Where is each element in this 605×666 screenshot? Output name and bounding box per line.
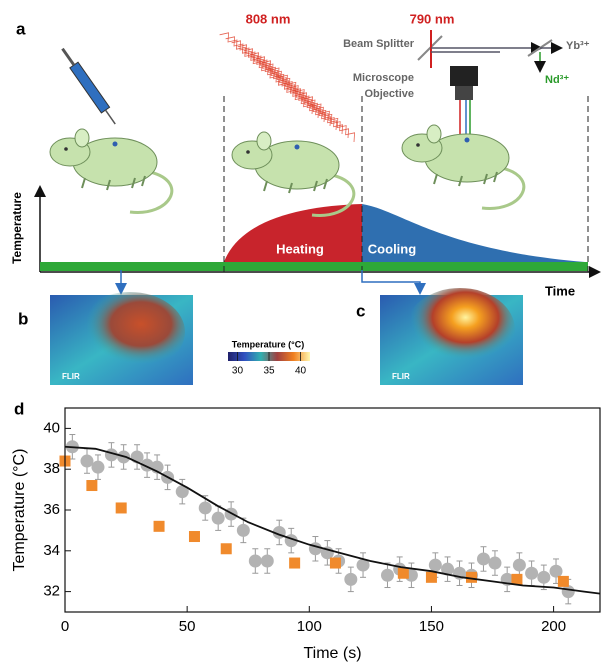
data-point <box>330 558 341 569</box>
data-point <box>550 565 563 578</box>
x-tick-label: 50 <box>179 618 196 635</box>
y-axis-title: Temperature (°C) <box>11 449 28 572</box>
data-point <box>86 480 97 491</box>
data-point <box>199 501 212 514</box>
axis-label: Temperature <box>10 192 24 264</box>
mouse-spot <box>113 142 118 147</box>
logo: FLIR <box>62 372 80 381</box>
data-point <box>511 574 522 585</box>
mouse-eye <box>64 147 68 151</box>
data-point <box>513 559 526 572</box>
data-point <box>237 524 250 537</box>
y-tick-label: 32 <box>43 583 60 600</box>
objective-label: Microscope <box>353 72 414 84</box>
y-tick-label: 36 <box>43 501 60 518</box>
data-point <box>429 559 442 572</box>
objective <box>455 86 473 100</box>
data-point <box>289 558 300 569</box>
x-tick-label: 0 <box>61 618 69 635</box>
x-tick-label: 150 <box>419 618 444 635</box>
data-point <box>249 555 262 568</box>
data-point <box>477 552 490 565</box>
data-point <box>116 502 127 513</box>
data-point <box>261 555 274 568</box>
data-point <box>344 573 357 586</box>
x-tick-label: 200 <box>541 618 566 635</box>
panel-label: a <box>16 19 26 38</box>
mouse-eye <box>416 143 420 147</box>
data-point <box>91 461 104 474</box>
x-tick-label: 100 <box>297 618 322 635</box>
y-tick-label: 40 <box>43 419 60 436</box>
data-point <box>558 576 569 587</box>
panel-label: d <box>14 399 24 418</box>
figure: a 808 nm 790 nm Beam Splitter Yb³⁺ Nd³⁺ … <box>0 0 605 666</box>
mouse-ear <box>427 125 441 143</box>
objective-label: Objective <box>364 88 414 100</box>
logo: FLIR <box>392 372 410 381</box>
ion-label: Yb³⁺ <box>566 40 590 52</box>
y-tick-label: 34 <box>43 542 60 559</box>
colorbar-tick-label: 35 <box>263 366 275 377</box>
data-point <box>154 521 165 532</box>
data-point <box>398 568 409 579</box>
mouse-eye <box>246 150 250 154</box>
schematic: a 808 nm 790 nm Beam Splitter Yb³⁺ Nd³⁺ … <box>10 11 598 385</box>
data-point <box>381 569 394 582</box>
arrow <box>362 270 420 292</box>
phase-label: Cooling <box>368 241 416 256</box>
data-point <box>80 455 93 468</box>
mouse-leg <box>82 178 85 188</box>
mouse-spot <box>295 145 300 150</box>
phase-label: Heating <box>276 241 324 256</box>
objective <box>450 66 478 86</box>
laser-label: 808 nm <box>246 11 291 26</box>
thermal-spot <box>405 288 515 372</box>
colorbar-tick-label: 30 <box>232 366 244 377</box>
syringe-needle <box>105 110 115 124</box>
colorbar-tick-label: 40 <box>295 366 307 377</box>
syringe <box>70 62 110 113</box>
data-point <box>426 572 437 583</box>
panel-label: b <box>18 309 28 328</box>
mouse-leg <box>434 174 437 184</box>
beam-splitter-label: Beam Splitter <box>343 38 415 50</box>
data-point <box>562 585 575 598</box>
timeline-bar <box>40 262 588 271</box>
mouse-leg <box>264 181 267 191</box>
data-point <box>189 531 200 542</box>
ion-label: Nd³⁺ <box>545 74 569 86</box>
data-point <box>488 557 501 570</box>
data-point <box>221 543 232 554</box>
syringe-plunger <box>62 49 73 65</box>
axis-label: Time <box>545 283 575 298</box>
laser-beam <box>220 33 313 114</box>
mouse-spot <box>465 138 470 143</box>
laser-label: 790 nm <box>410 11 455 26</box>
thermal-spot <box>75 292 185 372</box>
mouse-ear <box>75 129 89 147</box>
mouse-ear <box>257 132 271 150</box>
data-point <box>212 512 225 525</box>
y-tick-label: 38 <box>43 460 60 477</box>
data-point <box>525 567 538 580</box>
panel-label: c <box>356 301 365 320</box>
colorbar-title: Temperature (°C) <box>232 339 304 349</box>
x-axis-title: Time (s) <box>303 645 361 662</box>
data-point <box>537 571 550 584</box>
